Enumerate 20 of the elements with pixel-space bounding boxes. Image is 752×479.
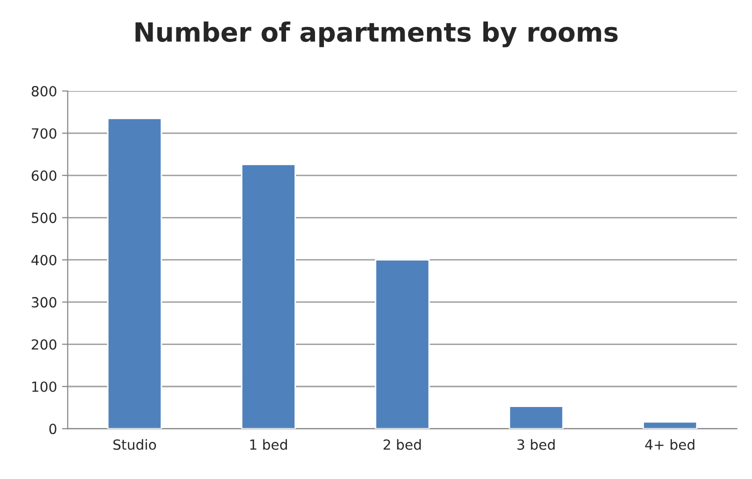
x-tick-label: Studio [113, 439, 156, 450]
y-tick-label: 400 [31, 254, 56, 266]
y-tick-label: 200 [32, 339, 56, 350]
bar [508, 406, 564, 429]
bar [374, 259, 430, 429]
x-tick-label: 1 bed [250, 439, 287, 450]
bar [107, 118, 162, 429]
y-tick-label: 500 [32, 212, 56, 224]
y-tick-label: 700 [32, 128, 56, 139]
bar [642, 421, 698, 429]
y-tick-label: 800 [32, 86, 56, 96]
y-tick-label: 600 [32, 170, 56, 181]
y-tick-label: 0 [49, 424, 56, 434]
y-tick-label: 100 [32, 381, 56, 392]
chart-title: Number of apartments by rooms [136, 22, 618, 48]
x-tick-label: 4+ bed [645, 439, 694, 450]
x-tick-label: 2 bed [384, 439, 421, 450]
y-tick-label: 300 [32, 297, 56, 308]
bar [241, 164, 296, 429]
x-tick-label: 3 bed [518, 439, 555, 450]
